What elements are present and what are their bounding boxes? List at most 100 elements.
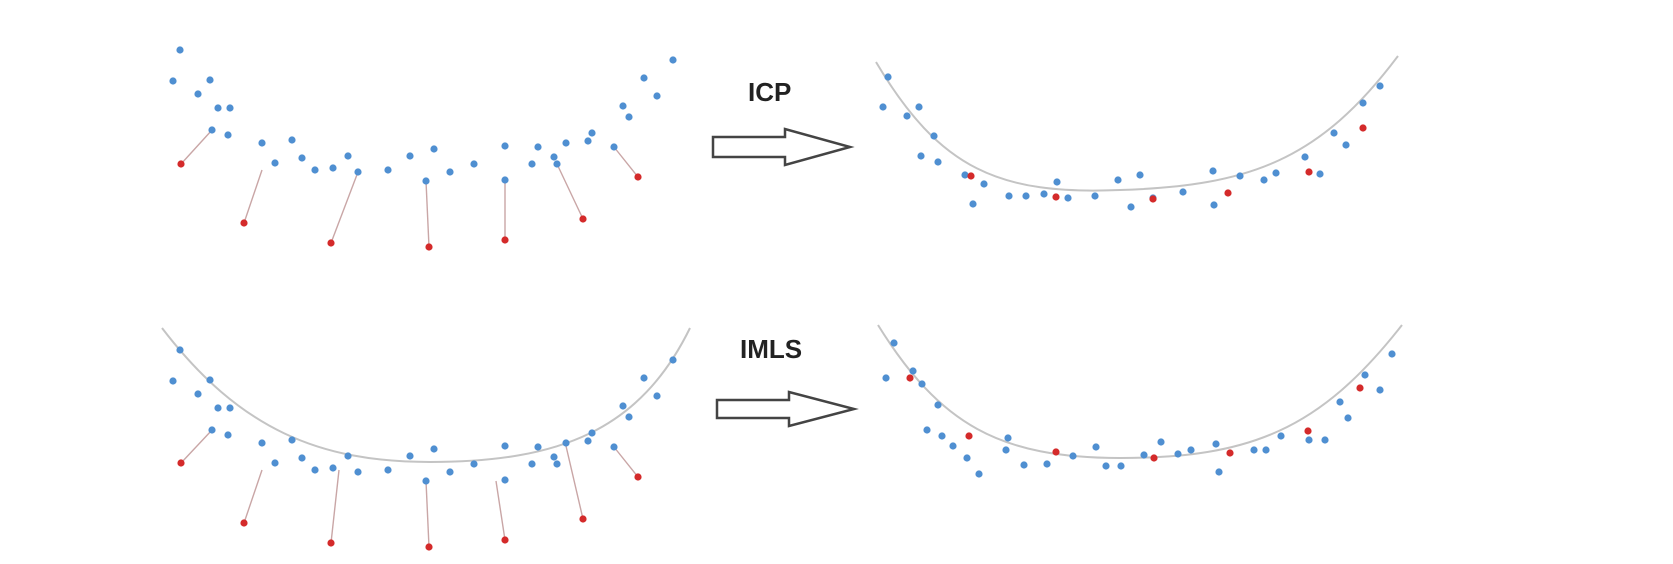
model-point: [669, 356, 677, 364]
model-point: [470, 160, 478, 168]
model-point: [176, 46, 184, 54]
model-point: [224, 131, 232, 139]
model-point: [271, 459, 279, 467]
model-point: [501, 442, 509, 450]
model-point: [446, 468, 454, 476]
model-point: [584, 437, 592, 445]
model-point: [528, 160, 536, 168]
fitted-surface-curve: [875, 55, 1399, 192]
model-point: [584, 137, 592, 145]
imls-label: IMLS: [740, 334, 803, 364]
model-point: [903, 112, 911, 120]
model-point: [169, 377, 177, 385]
model-point: [1005, 192, 1013, 200]
model-point: [653, 392, 661, 400]
model-point: [550, 153, 558, 161]
scan-point: [1052, 448, 1060, 456]
model-point: [669, 56, 677, 64]
model-point: [169, 77, 177, 85]
model-point: [1236, 172, 1244, 180]
model-point: [1069, 452, 1077, 460]
model-point: [1210, 201, 1218, 209]
model-point: [1330, 129, 1338, 137]
model-point: [258, 439, 266, 447]
icp-after-panel: [875, 55, 1399, 211]
model-point: [208, 426, 216, 434]
scan-point: [634, 473, 642, 481]
model-point: [610, 143, 618, 151]
scan-point: [1052, 193, 1060, 201]
scan-point: [1150, 454, 1158, 462]
icp-label: ICP: [748, 77, 792, 107]
model-point: [1359, 99, 1367, 107]
model-point: [562, 439, 570, 447]
model-point: [406, 452, 414, 460]
model-point: [934, 401, 942, 409]
model-point: [975, 470, 983, 478]
scan-point: [1359, 124, 1367, 132]
model-point: [298, 154, 306, 162]
model-point: [553, 460, 561, 468]
model-point: [214, 404, 222, 412]
scan-point: [501, 536, 509, 544]
scan-point: [634, 173, 642, 181]
model-point: [271, 159, 279, 167]
correspondence-line: [425, 480, 430, 548]
model-point: [934, 158, 942, 166]
imls-before-panel: [161, 327, 691, 551]
model-point: [206, 76, 214, 84]
scan-point: [1224, 189, 1232, 197]
model-point: [311, 166, 319, 174]
model-point: [1092, 443, 1100, 451]
model-point: [1388, 350, 1396, 358]
model-point: [1215, 468, 1223, 476]
model-point: [938, 432, 946, 440]
scan-point: [177, 160, 185, 168]
model-point: [1305, 436, 1313, 444]
model-point: [1209, 167, 1217, 175]
model-point: [909, 367, 917, 375]
model-point: [406, 152, 414, 160]
model-point: [1157, 438, 1165, 446]
scan-point: [1149, 195, 1157, 203]
model-point: [884, 73, 892, 81]
model-point: [298, 454, 306, 462]
model-point: [1212, 440, 1220, 448]
imls-arrow-icon: [715, 390, 859, 428]
model-point: [640, 74, 648, 82]
model-point: [1187, 446, 1195, 454]
correspondence-line: [613, 146, 639, 178]
scan-point: [579, 215, 587, 223]
correspondence-line: [243, 469, 263, 524]
model-point: [619, 402, 627, 410]
model-point: [625, 113, 633, 121]
model-point: [640, 374, 648, 382]
model-point: [1020, 461, 1028, 469]
model-point: [226, 104, 234, 112]
model-point: [915, 103, 923, 111]
model-point: [1272, 169, 1280, 177]
correspondence-line: [180, 129, 213, 165]
model-point: [1064, 194, 1072, 202]
model-point: [534, 143, 542, 151]
model-point: [1262, 446, 1270, 454]
model-point: [384, 466, 392, 474]
model-point: [446, 168, 454, 176]
model-point: [550, 453, 558, 461]
model-point: [1022, 192, 1030, 200]
model-point: [610, 443, 618, 451]
model-point: [501, 476, 509, 484]
correspondence-line: [495, 480, 506, 541]
scan-point: [327, 539, 335, 547]
model-point: [882, 374, 890, 382]
model-point: [930, 132, 938, 140]
model-point: [501, 176, 509, 184]
model-point: [1342, 141, 1350, 149]
model-point: [534, 443, 542, 451]
imls-after-panel: [877, 324, 1403, 478]
model-point: [1376, 386, 1384, 394]
scan-point: [501, 236, 509, 244]
model-point: [329, 164, 337, 172]
model-point: [311, 466, 319, 474]
